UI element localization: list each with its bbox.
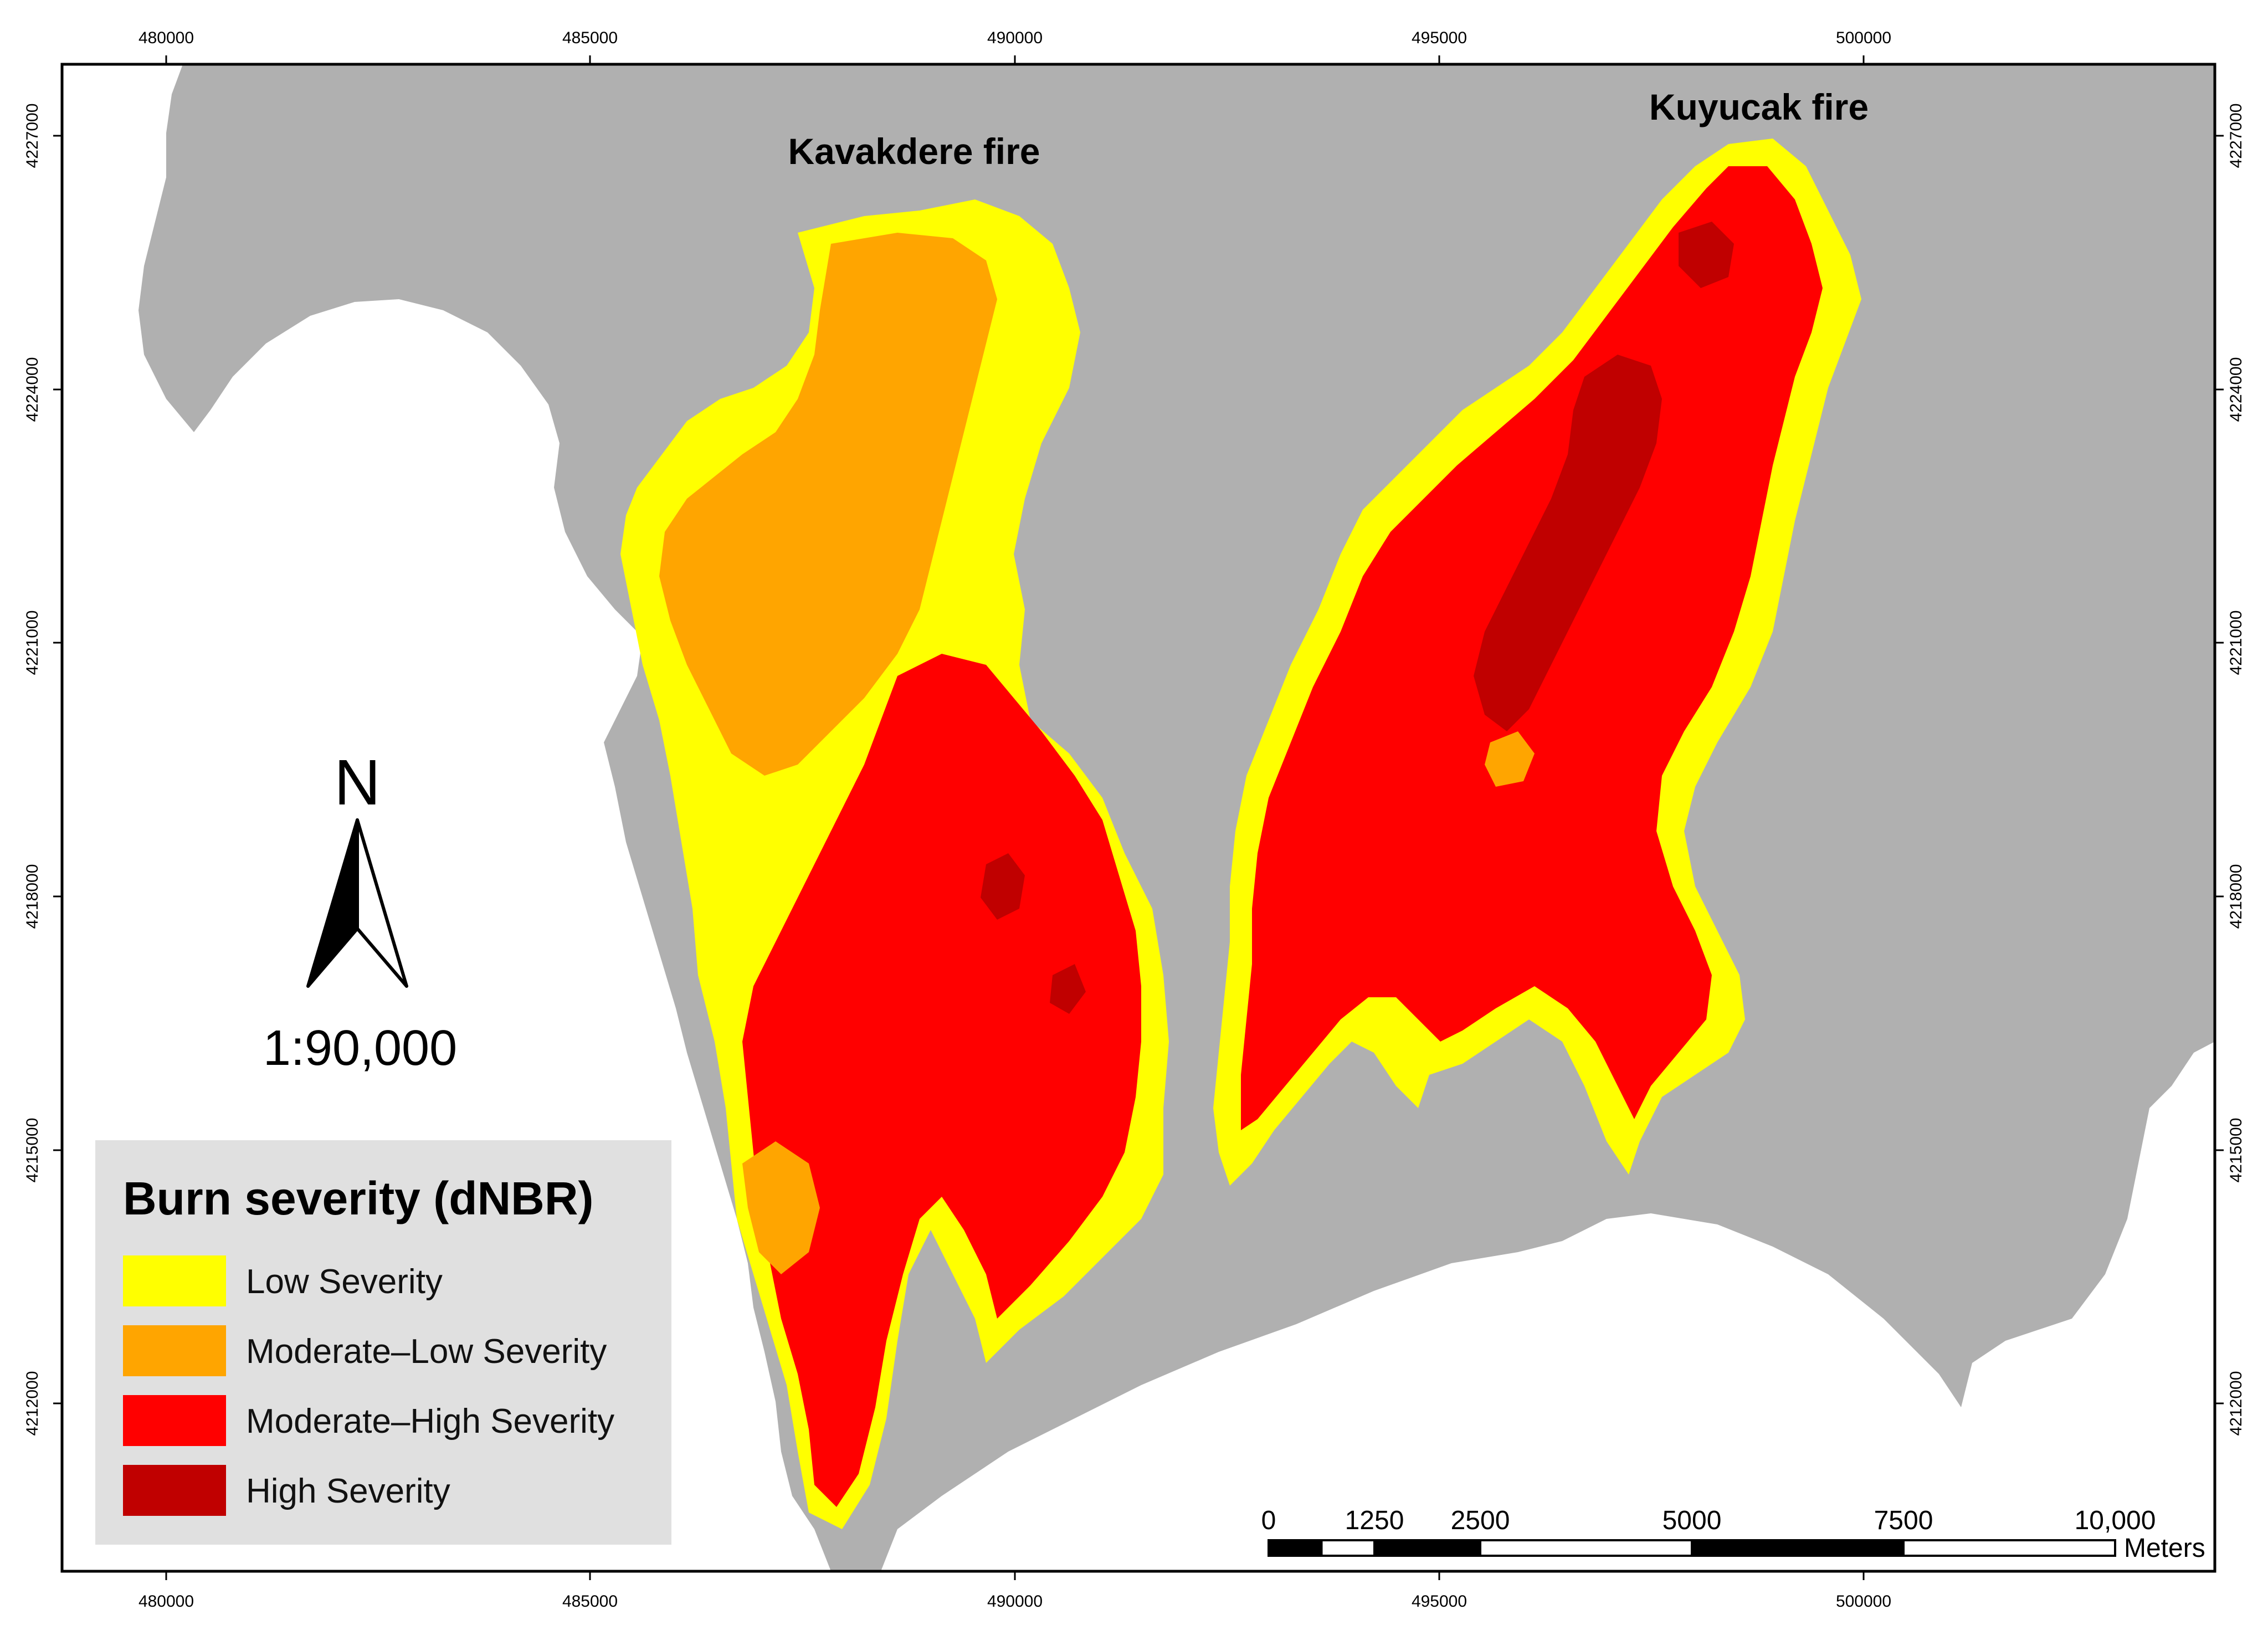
legend-item-label: Moderate–High Severity	[246, 1402, 614, 1441]
map-scale-ratio: 1:90,000	[263, 1021, 457, 1076]
legend-title: Burn severity (dNBR)	[123, 1172, 593, 1224]
scale-bar-label: 5000	[1662, 1506, 1722, 1535]
y-tick-label-left: 4227000	[23, 104, 42, 168]
x-tick-label-bottom: 485000	[562, 1592, 618, 1611]
legend-swatch	[123, 1465, 226, 1516]
kuyucak-burn-high	[1474, 222, 1734, 731]
y-tick-label-right: 4218000	[2227, 864, 2245, 929]
x-tick-label-top: 500000	[1836, 29, 1891, 47]
kavakdere-burn-moderate-low-south	[742, 1141, 820, 1274]
fire-label-kuyucak: Kuyucak fire	[1649, 86, 1869, 127]
y-tick-label-left: 4221000	[23, 611, 42, 675]
x-tick-label-top: 480000	[138, 29, 194, 47]
x-tick-label-bottom: 495000	[1412, 1592, 1467, 1611]
kavakdere-burn-high	[981, 853, 1086, 1014]
y-tick-label-right: 4212000	[2227, 1371, 2245, 1436]
scale-bar-label: 1250	[1345, 1506, 1404, 1535]
scale-bar-label: 7500	[1874, 1506, 1933, 1535]
y-tick-label-left: 4215000	[23, 1118, 42, 1183]
kavakdere-burn-moderate-high	[742, 654, 1141, 1507]
coordinate-ticks: 480000 480000 485000 485000 490000 490000 4950…	[23, 29, 2245, 1611]
x-tick-label-bottom: 480000	[138, 1592, 194, 1611]
y-tick-label-right: 4224000	[2227, 357, 2245, 422]
scale-bar-segment	[1691, 1539, 1905, 1557]
north-letter: N	[334, 746, 381, 818]
map-frame	[60, 63, 2216, 1573]
scale-bar-segment	[1268, 1539, 1323, 1557]
y-tick-label-right: 4215000	[2227, 1118, 2245, 1183]
y-tick-label-right: 4221000	[2227, 611, 2245, 675]
legend-item-label: High Severity	[246, 1472, 450, 1510]
kavakdere-burn-moderate-low	[659, 233, 997, 776]
scale-bar-segment	[1902, 1539, 2116, 1557]
scale-bar-unit: Meters	[2124, 1534, 2205, 1563]
legend-swatch	[123, 1255, 226, 1306]
legend-item-label: Low Severity	[246, 1263, 443, 1301]
fire-label-kavakdere: Kavakdere fire	[788, 131, 1040, 172]
x-tick-label-top: 495000	[1412, 29, 1467, 47]
north-arrow-right-half	[356, 818, 408, 988]
legend-item-label: Moderate–Low Severity	[246, 1332, 607, 1371]
legend-swatch	[123, 1325, 226, 1376]
x-tick-label-bottom: 500000	[1836, 1592, 1891, 1611]
legend-swatch	[123, 1395, 226, 1446]
scale-bar-segment	[1320, 1539, 1376, 1557]
scale-bar-label: 0	[1261, 1506, 1276, 1535]
north-arrow: N 1:90,000	[263, 746, 457, 1076]
kuyucak-burn-moderate-low	[1485, 731, 1535, 787]
scale-bar-label: 10,000	[2075, 1506, 2156, 1535]
x-tick-label-top: 490000	[987, 29, 1043, 47]
y-tick-label-right: 4227000	[2227, 104, 2245, 168]
scale-bar-segment	[1373, 1539, 1481, 1557]
scale-bar-segment	[1479, 1539, 1693, 1557]
legend-items: Low Severity Moderate–Low Severity Moderat…	[123, 1255, 614, 1516]
x-tick-label-bottom: 490000	[987, 1592, 1043, 1611]
x-tick-label-top: 485000	[562, 29, 618, 47]
scale-bar-label: 2500	[1451, 1506, 1510, 1535]
y-tick-label-left: 4218000	[23, 864, 42, 929]
legend: Burn severity (dNBR) Low Severity Moderat…	[95, 1140, 671, 1545]
y-tick-label-left: 4212000	[23, 1371, 42, 1436]
y-tick-label-left: 4224000	[23, 357, 42, 422]
